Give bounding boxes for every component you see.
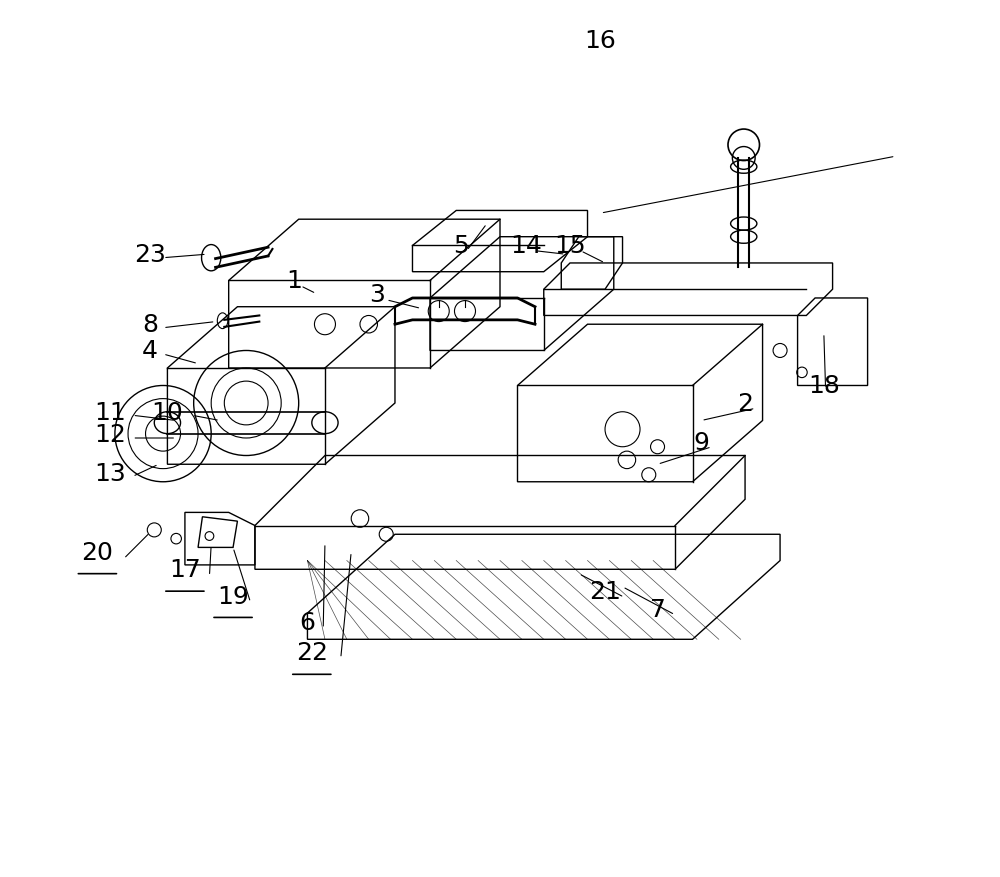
Text: 16: 16 xyxy=(585,29,617,53)
Text: 12: 12 xyxy=(95,422,126,446)
Text: 17: 17 xyxy=(169,558,201,581)
Text: 15: 15 xyxy=(554,234,586,258)
Text: 22: 22 xyxy=(296,641,328,665)
Text: 23: 23 xyxy=(134,243,166,267)
Text: 7: 7 xyxy=(650,597,665,621)
Text: 5: 5 xyxy=(453,234,468,258)
Text: 18: 18 xyxy=(808,374,840,398)
Text: 20: 20 xyxy=(81,540,113,564)
Text: 9: 9 xyxy=(693,431,709,455)
Text: 8: 8 xyxy=(142,313,158,337)
Text: 14: 14 xyxy=(510,234,542,258)
Text: 4: 4 xyxy=(142,339,158,363)
Text: 21: 21 xyxy=(589,580,621,603)
Text: 13: 13 xyxy=(95,461,126,486)
Text: 10: 10 xyxy=(152,400,183,424)
Text: 3: 3 xyxy=(370,282,385,306)
Text: 6: 6 xyxy=(299,610,315,634)
Text: 1: 1 xyxy=(286,269,302,293)
Text: 19: 19 xyxy=(217,584,249,608)
Text: 2: 2 xyxy=(737,391,753,416)
Text: 11: 11 xyxy=(95,400,126,424)
